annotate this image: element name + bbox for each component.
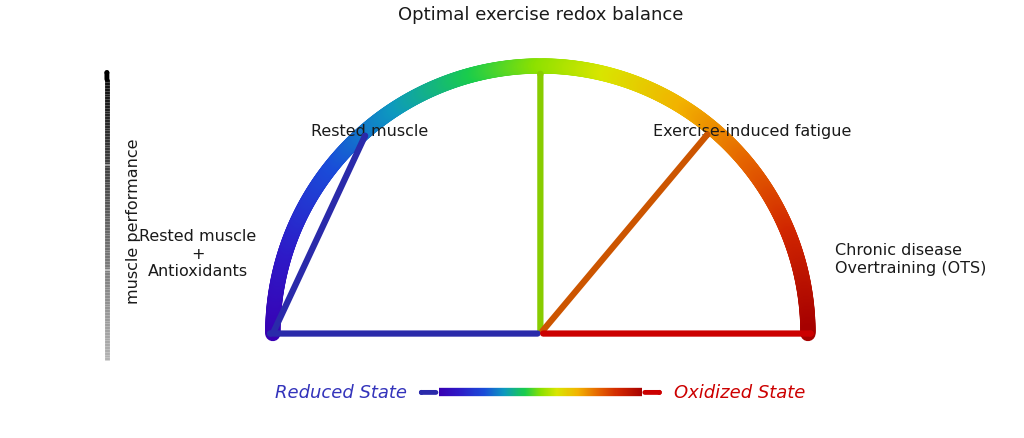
- Text: Oxidized State: Oxidized State: [674, 384, 806, 402]
- Text: Exercise-induced fatigue: Exercise-induced fatigue: [652, 124, 851, 139]
- Text: Optimal exercise redox balance: Optimal exercise redox balance: [397, 6, 683, 24]
- Text: Chronic disease
Overtraining (OTS): Chronic disease Overtraining (OTS): [835, 243, 986, 275]
- Text: Rested muscle
+
Antioxidants: Rested muscle + Antioxidants: [139, 229, 256, 279]
- Text: muscle performance: muscle performance: [126, 138, 141, 303]
- Text: Reduced State: Reduced State: [274, 384, 407, 402]
- Text: Rested muscle: Rested muscle: [310, 124, 428, 139]
